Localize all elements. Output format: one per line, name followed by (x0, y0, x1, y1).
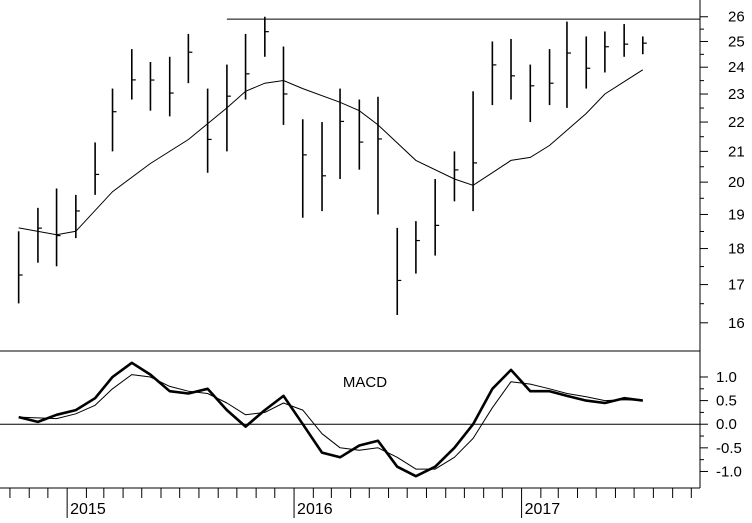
chart-frame (0, 0, 701, 489)
price-panel (17, 16, 700, 315)
macd-axis-label: 0.5 (716, 393, 737, 410)
price-axis-label: 19 (728, 206, 745, 223)
macd-axis-label: -1.0 (716, 463, 742, 480)
price-axis-label: 24 (728, 59, 745, 76)
price-axis-label: 18 (728, 241, 745, 258)
year-axis-label: 2016 (297, 501, 333, 518)
year-axis-label: 2015 (70, 501, 106, 518)
macd-axis-label: 1.0 (716, 369, 737, 386)
price-axis-label: 16 (728, 315, 745, 332)
moving-average-line (18, 69, 644, 236)
price-axis-label: 21 (728, 143, 745, 160)
price-axis-label: 23 (728, 86, 745, 103)
macd-signal-line (18, 374, 643, 470)
year-axis-label: 2017 (525, 501, 561, 518)
price-axis-label: 25 (728, 33, 745, 50)
macd-axis-label: -0.5 (716, 440, 742, 457)
macd-line (18, 361, 643, 478)
macd-panel: MACD (0, 361, 700, 478)
axes: 16 17 18 19 20 21 22 23 24 25 26 -1.0 -0.5 0.0 0.5 1.0 2… (9, 9, 745, 518)
price-axis-label: 22 (728, 114, 745, 131)
price-axis-label: 20 (728, 174, 745, 191)
price-axis-label: 26 (728, 9, 745, 26)
macd-axis-label: 0.0 (716, 416, 737, 433)
macd-title: MACD (343, 374, 387, 391)
price-axis-label: 17 (728, 277, 745, 294)
